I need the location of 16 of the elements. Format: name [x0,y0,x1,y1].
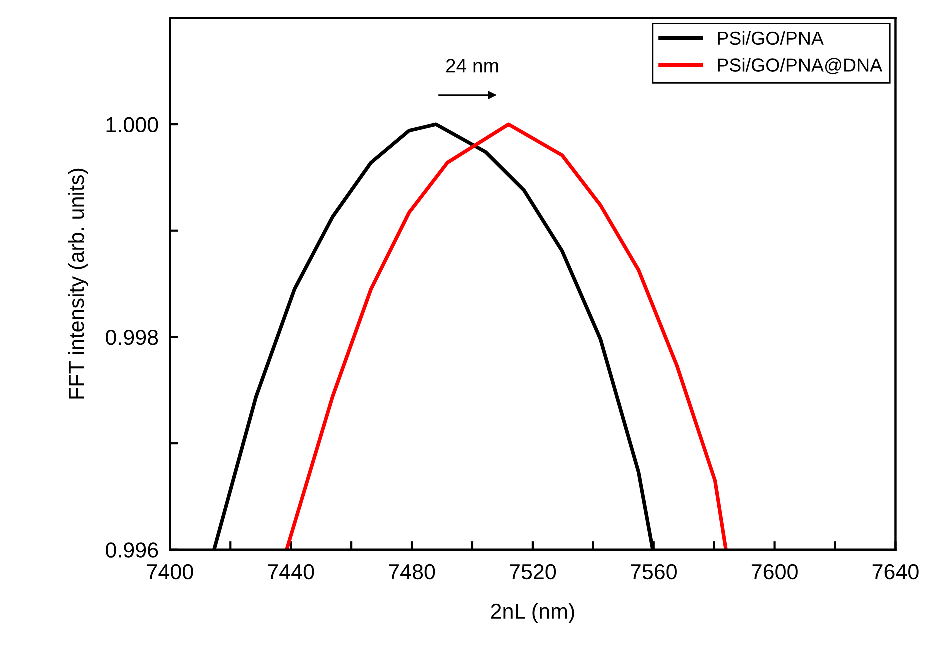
y-axis-title: FFT intensity (arb. units) [68,168,89,399]
x-tick-label: 7520 [510,564,556,580]
y-tick-label: 0.998 [106,330,158,346]
y-tick-label: 1.000 [106,117,158,133]
x-tick-label: 7480 [389,564,436,580]
x-tick-label: 7600 [752,564,798,580]
line-series [285,122,728,550]
x-tick-label: 7440 [268,564,314,580]
x-tick-label: 7640 [872,564,919,580]
annotation: 24 nm [446,59,498,73]
y-tick-label: 0.996 [106,542,158,558]
legend-label: PSi/GO/PNA@DNA [718,58,883,74]
x-axis-title: 2nL (nm) [491,603,574,624]
x-tick-label: 7560 [631,564,677,580]
x-tick-label: 7400 [147,564,194,580]
legend-label: PSi/GO/PNA [718,31,824,46]
